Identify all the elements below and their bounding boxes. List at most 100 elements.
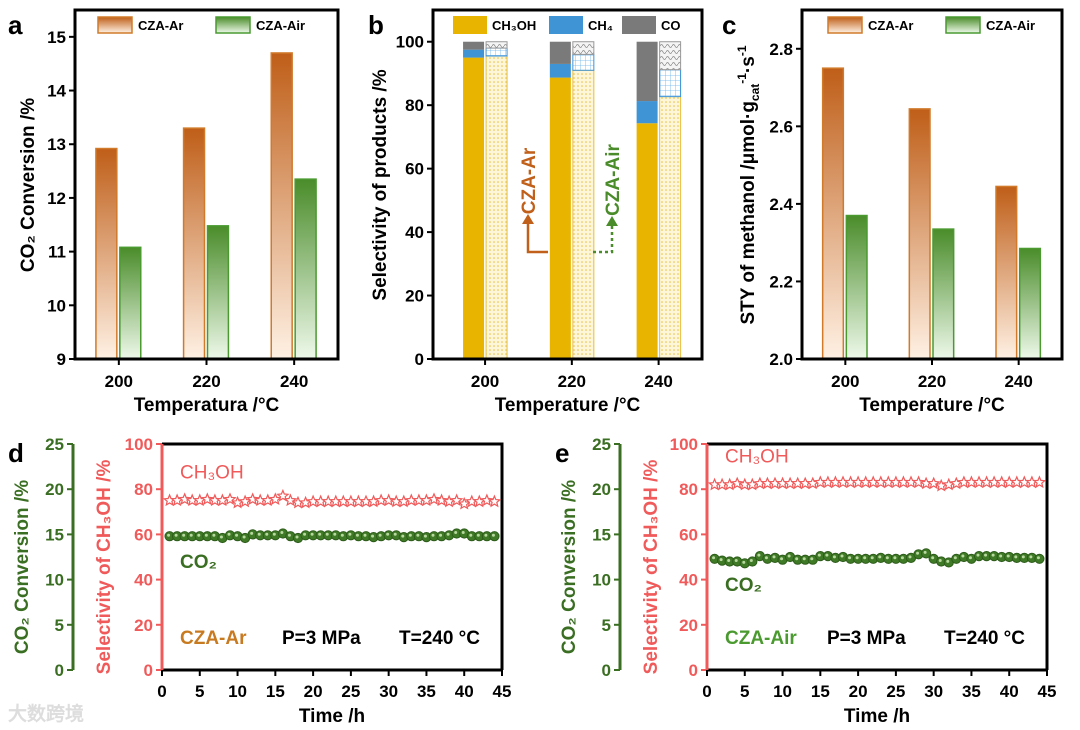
panel-letter: b [368, 10, 384, 40]
legend-swatch [97, 16, 133, 34]
co2-point-highlight [386, 532, 390, 536]
watermark-text: 大数跨境 [8, 702, 84, 725]
co2-point-highlight [863, 556, 867, 560]
ch3oh-point [177, 492, 192, 506]
co2-point-highlight [802, 557, 806, 561]
y-tick-label: 25 [45, 435, 64, 454]
y-tick-label: 0 [602, 661, 611, 680]
y-axis-title-co2: CO₂ Conversion /% [12, 480, 33, 654]
y-tick-label: 10 [592, 571, 611, 590]
y-axis-title-selectivity: Selectivity of CH₃OH /% [94, 460, 115, 675]
ch3oh-point [268, 492, 283, 506]
x-tick-label: 200 [105, 372, 133, 391]
co2-point-highlight [408, 533, 412, 537]
co2-point-highlight [900, 556, 904, 560]
co2-point-highlight [953, 556, 957, 560]
y-axis-title-part: ·s [738, 56, 759, 73]
co2-point-highlight [968, 556, 972, 560]
ch3oh-point [480, 493, 494, 507]
co2-point-highlight [303, 532, 307, 536]
bar-segment-co-cza-ar [636, 41, 658, 102]
co2-point-highlight [946, 559, 950, 563]
y-axis-title: CO₂ Conversion /% [18, 98, 39, 272]
bar-cza-ar [182, 127, 206, 360]
ch3oh-point [434, 493, 449, 507]
ch3oh-point [442, 494, 456, 508]
panel-letter: c [722, 10, 736, 40]
co2-point-highlight [378, 533, 382, 537]
x-axis-title: Temperatura /°C [134, 395, 280, 416]
bar-cza-ar [821, 67, 845, 360]
bar-cza-ar [270, 52, 293, 360]
bar-segment-co-cza-air [659, 41, 682, 71]
bar-cza-air [1018, 247, 1042, 360]
ch3oh-label: CH₃OH [725, 447, 789, 468]
co2-point-highlight [832, 555, 836, 559]
co2-point-highlight [870, 556, 874, 560]
co2-point-highlight [348, 532, 352, 536]
bar-segment-co-cza-ar [549, 41, 571, 64]
arrow-cza-air [593, 226, 614, 254]
co2-point-highlight [401, 534, 405, 538]
x-tick-label: 30 [924, 682, 943, 701]
ch3oh-point [261, 493, 275, 507]
x-tick-label: 40 [1000, 682, 1019, 701]
y-tick-label: 40 [679, 571, 698, 590]
bar-segment-ch3oh-cza-air [572, 69, 595, 360]
bar-segment-ch4-cza-ar [636, 101, 658, 124]
ch3oh-point [926, 476, 941, 490]
y-axis-title-part: STY of methanol /μmol·g [738, 101, 759, 324]
plot-frame [800, 8, 1064, 361]
co2-point-highlight [1014, 555, 1018, 559]
y-tick-label: 15 [45, 525, 64, 544]
x-tick-label: 0 [157, 682, 166, 701]
bar-segment-ch4-cza-ar [549, 63, 571, 78]
co2-point-highlight [423, 534, 427, 538]
y-axis-title-co2: CO₂ Conversion /% [559, 480, 580, 654]
co2-point-highlight [393, 532, 397, 536]
ch3oh-point [745, 477, 760, 491]
temperature-label: T=240 °C [399, 628, 480, 649]
co2-point-highlight [295, 535, 299, 539]
y-axis-title: STY of methanol /μmol·gcat-1·s-1 [735, 45, 762, 324]
y-tick-label: 15 [47, 28, 66, 47]
y-tick-label: 9 [57, 350, 66, 369]
co2-point-highlight [469, 533, 473, 537]
co2-point-highlight [363, 533, 367, 537]
co2-point-highlight [446, 532, 450, 536]
y-tick-label: 40 [134, 571, 153, 590]
y-tick-label: 2.2 [769, 272, 793, 291]
y-tick-label: 2.0 [769, 350, 793, 369]
ch3oh-point [419, 493, 434, 507]
x-axis-title: Time /h [299, 706, 365, 727]
co2-point-highlight [923, 550, 927, 554]
legend-label: CZA-Ar [868, 18, 914, 33]
x-tick-label: 0 [702, 682, 711, 701]
y-tick-label: 60 [679, 525, 698, 544]
chart-c [796, 8, 1064, 365]
co2-point-highlight [991, 553, 995, 557]
chart-b [427, 8, 704, 365]
co2-point-highlight [491, 533, 495, 537]
bar-cza-air [119, 246, 142, 360]
ch3oh-point [1032, 475, 1047, 489]
bar-segment-ch3oh-cza-air [659, 96, 682, 360]
co2-point-highlight [727, 559, 731, 563]
ch3oh-point [911, 475, 926, 489]
co2-point-highlight [848, 556, 852, 560]
co2-label: CO₂ [180, 552, 217, 573]
ch3oh-point [806, 476, 820, 490]
legend-swatch [945, 16, 981, 34]
x-tick-label: 20 [849, 682, 868, 701]
y-tick-label: 100 [670, 435, 698, 454]
plot-frame [162, 442, 504, 670]
pressure-label: P=3 MPa [827, 628, 906, 649]
co2-point-highlight [484, 533, 488, 537]
co2-point-highlight [340, 533, 344, 537]
x-tick-label: 10 [773, 682, 792, 701]
co2-point-highlight [757, 553, 761, 557]
ch3oh-point [245, 492, 260, 506]
y-tick-label: 20 [592, 480, 611, 499]
y-tick-label: 60 [134, 525, 153, 544]
